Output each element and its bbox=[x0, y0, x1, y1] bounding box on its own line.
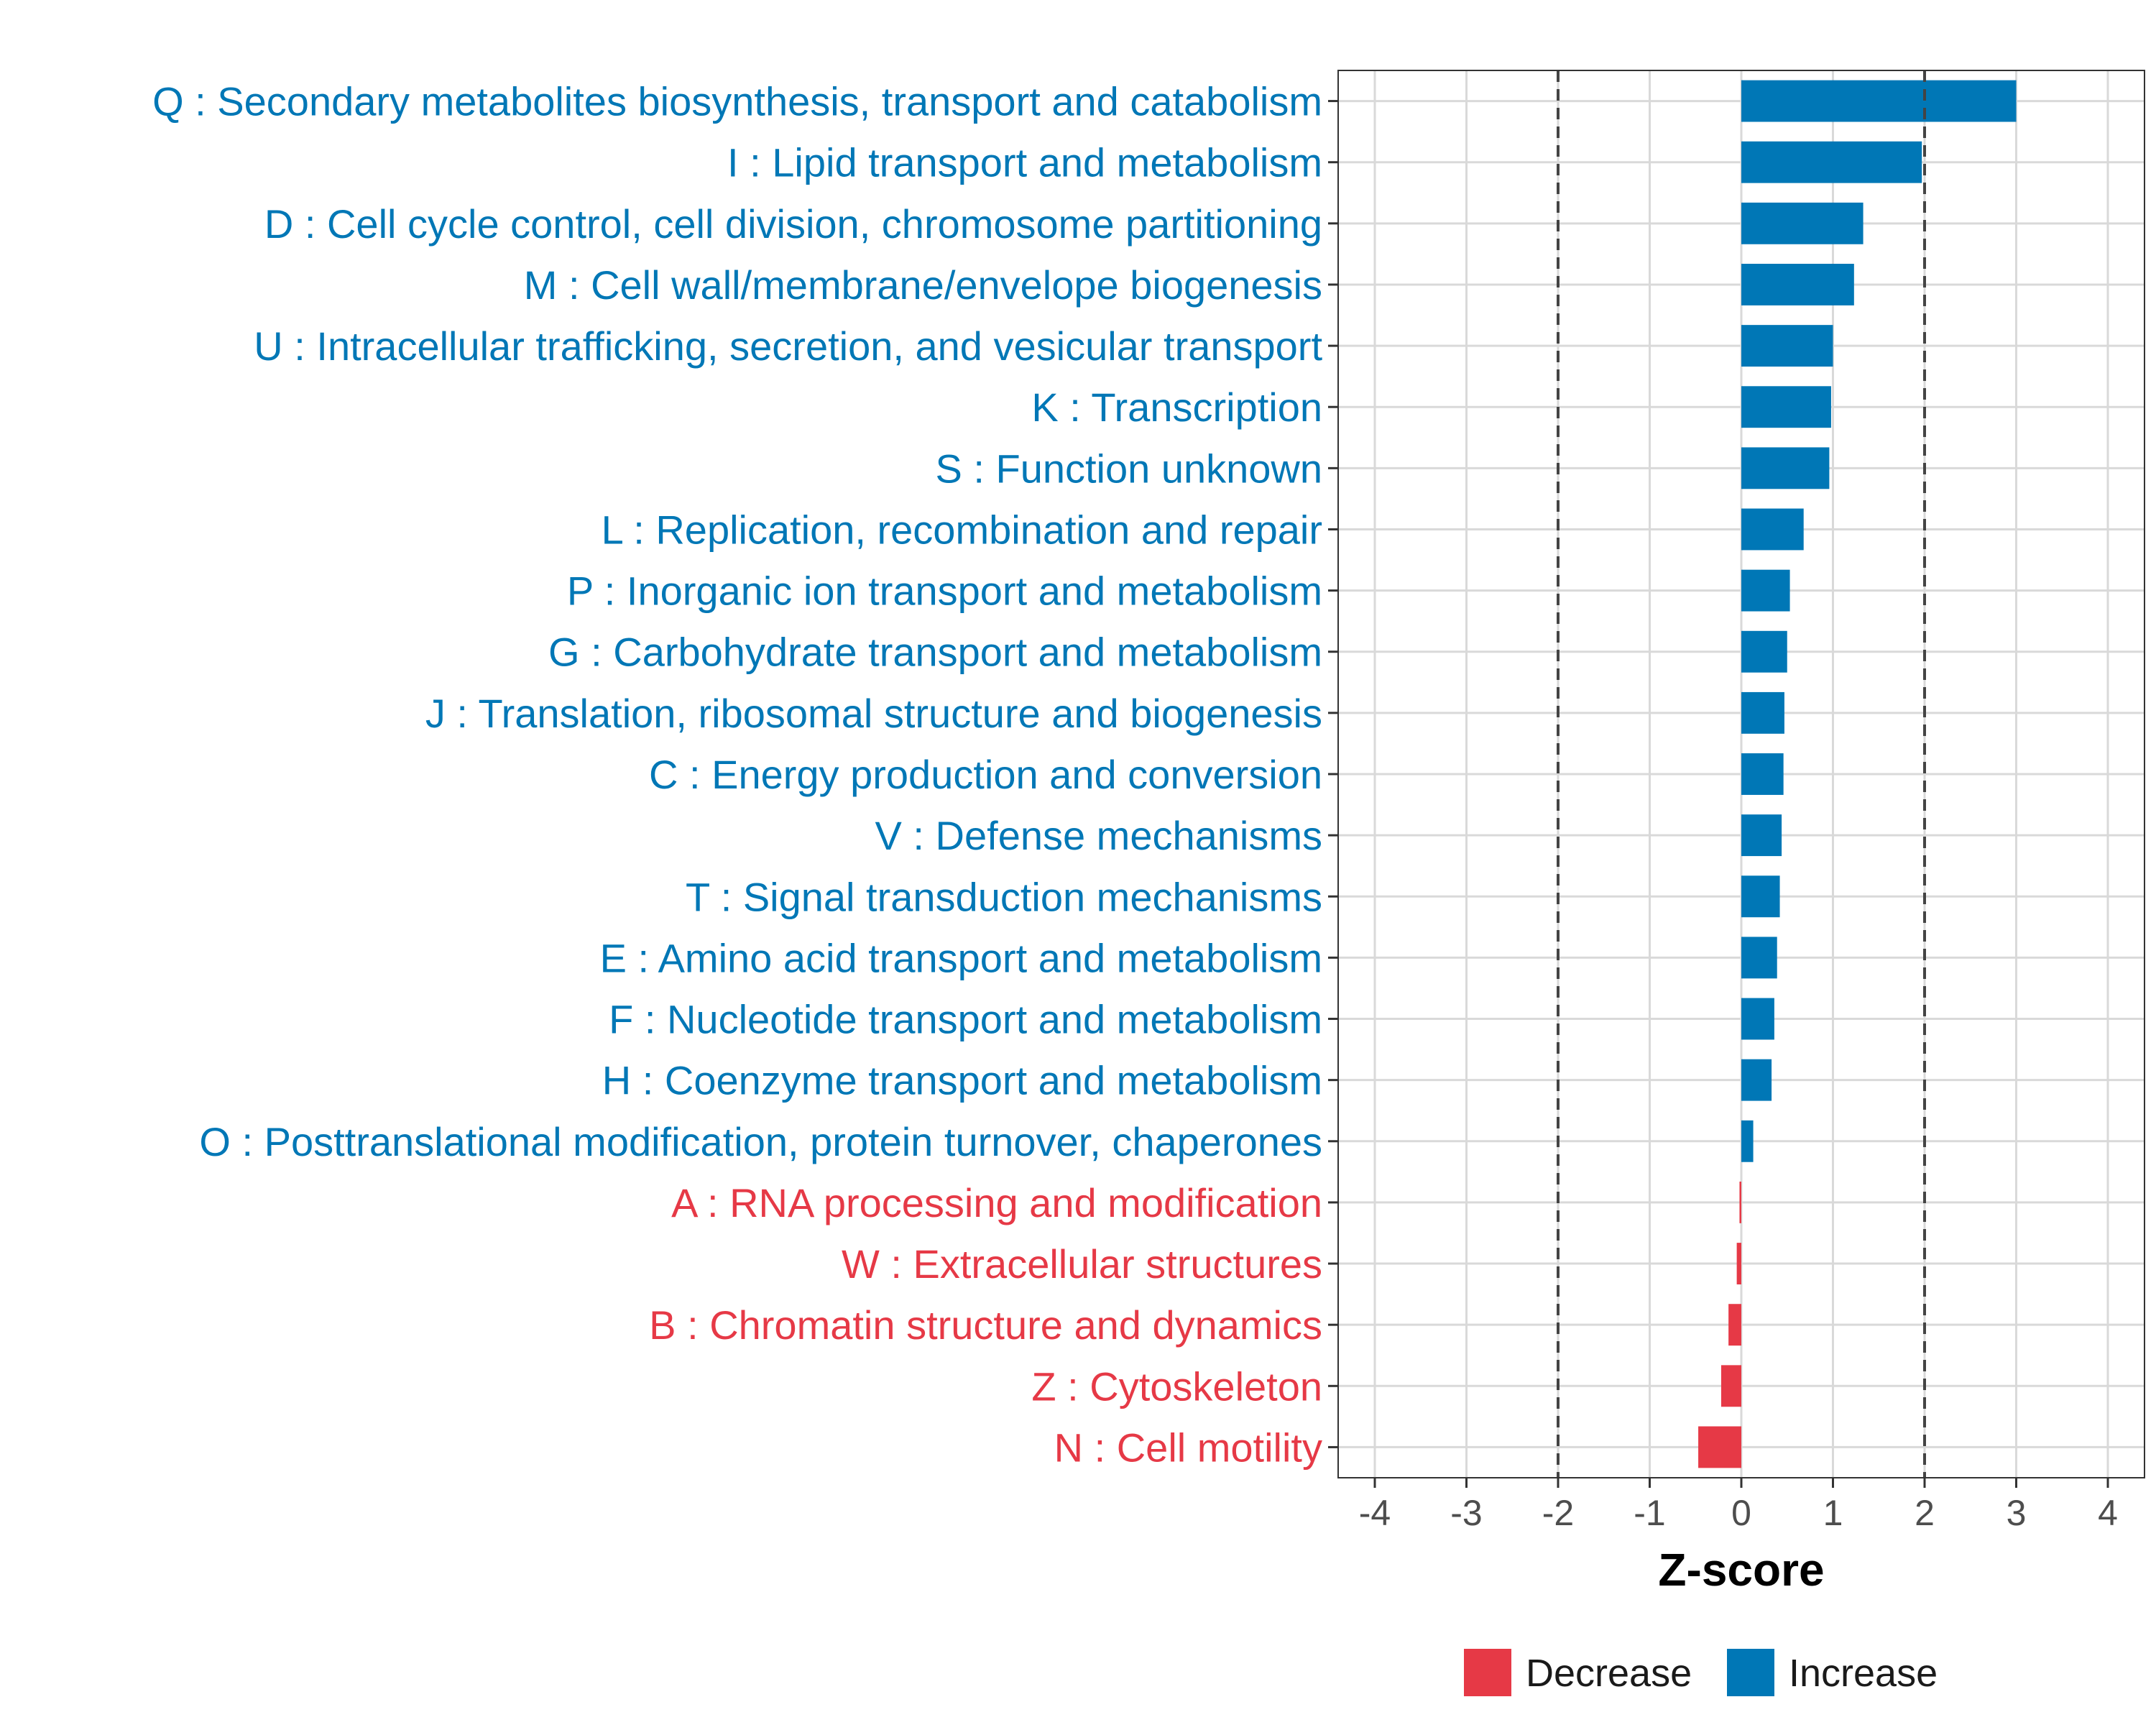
bar bbox=[1736, 1243, 1741, 1284]
bar bbox=[1728, 1304, 1741, 1346]
bar bbox=[1741, 1059, 1772, 1101]
reference-lines bbox=[1557, 70, 1926, 1478]
bar bbox=[1741, 937, 1777, 979]
x-tick-label: -4 bbox=[1359, 1493, 1391, 1533]
bar bbox=[1741, 202, 1864, 244]
bar bbox=[1741, 325, 1833, 367]
category-label: I : Lipid transport and metabolism bbox=[727, 140, 1322, 185]
bar bbox=[1741, 753, 1784, 795]
category-label: U : Intracellular trafficking, secretion… bbox=[254, 323, 1322, 369]
category-label: B : Chromatin structure and dynamics bbox=[649, 1302, 1322, 1348]
bar bbox=[1741, 875, 1780, 918]
bar bbox=[1741, 141, 1922, 183]
category-label: F : Nucleotide transport and metabolism bbox=[609, 997, 1322, 1042]
x-axis-title: Z-score bbox=[1658, 1544, 1824, 1596]
category-label: E : Amino acid transport and metabolism bbox=[600, 935, 1322, 980]
bar bbox=[1698, 1426, 1741, 1468]
legend-label: Decrease bbox=[1526, 1652, 1692, 1695]
category-label: M : Cell wall/membrane/envelope biogenes… bbox=[524, 262, 1322, 308]
category-label: K : Transcription bbox=[1031, 385, 1322, 430]
bar bbox=[1720, 1365, 1741, 1407]
category-label: G : Carbohydrate transport and metabolis… bbox=[548, 630, 1322, 675]
category-label: T : Signal transduction mechanisms bbox=[686, 874, 1322, 919]
x-tick-label: 0 bbox=[1731, 1493, 1751, 1533]
x-tick-label: 2 bbox=[1915, 1493, 1935, 1533]
bar bbox=[1741, 1120, 1754, 1162]
category-label: V : Defense mechanisms bbox=[875, 813, 1322, 858]
category-label: H : Coenzyme transport and metabolism bbox=[602, 1058, 1322, 1103]
x-tick-label: -3 bbox=[1450, 1493, 1482, 1533]
category-label: N : Cell motility bbox=[1054, 1425, 1322, 1470]
x-tick-label: -1 bbox=[1634, 1493, 1665, 1533]
category-label: S : Function unknown bbox=[935, 446, 1322, 491]
bar bbox=[1741, 630, 1787, 673]
bar bbox=[1741, 569, 1790, 612]
x-tick-label: 1 bbox=[1823, 1493, 1843, 1533]
category-label: Q : Secondary metabolites biosynthesis, … bbox=[152, 79, 1322, 124]
bars bbox=[1698, 80, 2017, 1468]
category-label: C : Energy production and conversion bbox=[649, 752, 1322, 797]
bar bbox=[1741, 814, 1782, 857]
bar bbox=[1741, 80, 2017, 122]
bar bbox=[1741, 998, 1774, 1040]
bar bbox=[1741, 508, 1804, 551]
y-axis-ticks: Q : Secondary metabolites biosynthesis, … bbox=[152, 79, 1338, 1470]
category-label: J : Translation, ribosomal structure and… bbox=[425, 691, 1322, 736]
category-label: W : Extracellular structures bbox=[842, 1241, 1322, 1287]
legend-swatch bbox=[1727, 1649, 1774, 1696]
category-label: D : Cell cycle control, cell division, c… bbox=[264, 201, 1322, 247]
x-axis-ticks: -4 -3 -2 -1 0 1 2 3 4 bbox=[1359, 1478, 2118, 1533]
category-label: L : Replication, recombination and repai… bbox=[602, 507, 1322, 552]
bar bbox=[1741, 386, 1831, 428]
bar bbox=[1739, 1181, 1741, 1223]
legend: Decrease Increase bbox=[1464, 1649, 1938, 1696]
category-label: O : Posttranslational modification, prot… bbox=[199, 1119, 1322, 1164]
category-label: Z : Cytoskeleton bbox=[1031, 1363, 1322, 1409]
category-label: P : Inorganic ion transport and metaboli… bbox=[567, 569, 1322, 614]
category-label: A : RNA processing and modification bbox=[671, 1180, 1322, 1225]
bar bbox=[1741, 447, 1830, 489]
bar bbox=[1741, 691, 1784, 734]
x-tick-label: 4 bbox=[2098, 1493, 2118, 1533]
x-tick-label: 3 bbox=[2007, 1493, 2027, 1533]
bar bbox=[1741, 264, 1854, 305]
x-tick-label: -2 bbox=[1542, 1493, 1574, 1533]
legend-swatch bbox=[1464, 1649, 1511, 1696]
legend-label: Increase bbox=[1789, 1652, 1938, 1695]
